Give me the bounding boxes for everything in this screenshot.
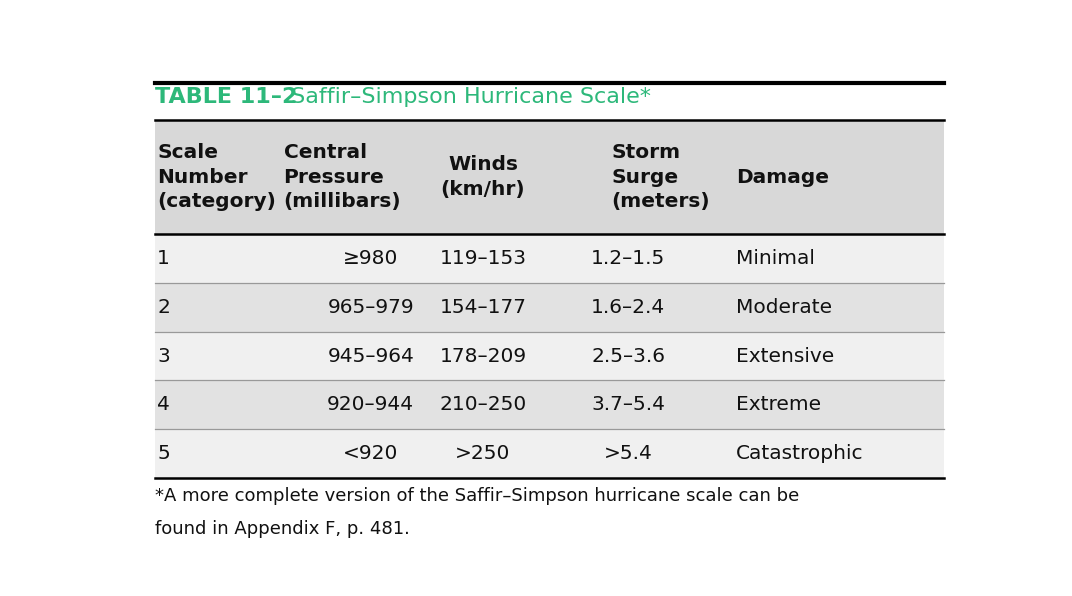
Text: Minimal: Minimal bbox=[736, 249, 815, 268]
Bar bbox=[154, 380, 944, 429]
Text: 210–250: 210–250 bbox=[440, 395, 526, 414]
Text: 3: 3 bbox=[158, 346, 170, 365]
Text: 5: 5 bbox=[158, 444, 170, 463]
Text: Extreme: Extreme bbox=[736, 395, 821, 414]
Text: found in Appendix F, p. 481.: found in Appendix F, p. 481. bbox=[154, 520, 410, 538]
Text: 965–979: 965–979 bbox=[327, 298, 414, 317]
Text: 920–944: 920–944 bbox=[327, 395, 415, 414]
Bar bbox=[154, 234, 944, 283]
Text: 1.6–2.4: 1.6–2.4 bbox=[591, 298, 666, 317]
Text: *A more complete version of the Saffir–Simpson hurricane scale can be: *A more complete version of the Saffir–S… bbox=[154, 487, 799, 505]
Text: Saffir–Simpson Hurricane Scale*: Saffir–Simpson Hurricane Scale* bbox=[283, 87, 651, 107]
Text: 1: 1 bbox=[158, 249, 170, 268]
Text: Scale
Number
(category): Scale Number (category) bbox=[158, 143, 277, 211]
Bar bbox=[154, 283, 944, 332]
Text: 178–209: 178–209 bbox=[440, 346, 526, 365]
Text: 119–153: 119–153 bbox=[440, 249, 526, 268]
Text: >5.4: >5.4 bbox=[604, 444, 653, 463]
Text: 3.7–5.4: 3.7–5.4 bbox=[592, 395, 666, 414]
Text: 2.5–3.6: 2.5–3.6 bbox=[592, 346, 666, 365]
Bar bbox=[154, 429, 944, 477]
Text: Extensive: Extensive bbox=[736, 346, 835, 365]
Text: 1.2–1.5: 1.2–1.5 bbox=[591, 249, 666, 268]
Text: TABLE 11–2: TABLE 11–2 bbox=[154, 87, 297, 107]
Text: Storm
Surge
(meters): Storm Surge (meters) bbox=[612, 143, 711, 211]
Text: >250: >250 bbox=[456, 444, 510, 463]
Text: Moderate: Moderate bbox=[736, 298, 833, 317]
Text: ≥980: ≥980 bbox=[343, 249, 399, 268]
Bar bbox=[154, 332, 944, 380]
Text: 154–177: 154–177 bbox=[440, 298, 526, 317]
Text: Central
Pressure
(millibars): Central Pressure (millibars) bbox=[283, 143, 401, 211]
Text: Winds
(km/hr): Winds (km/hr) bbox=[441, 156, 525, 198]
Text: 4: 4 bbox=[158, 395, 170, 414]
Bar bbox=[154, 120, 944, 234]
Text: 2: 2 bbox=[158, 298, 170, 317]
Text: Damage: Damage bbox=[736, 167, 830, 187]
Text: Catastrophic: Catastrophic bbox=[736, 444, 864, 463]
Text: <920: <920 bbox=[343, 444, 399, 463]
Text: 945–964: 945–964 bbox=[327, 346, 414, 365]
